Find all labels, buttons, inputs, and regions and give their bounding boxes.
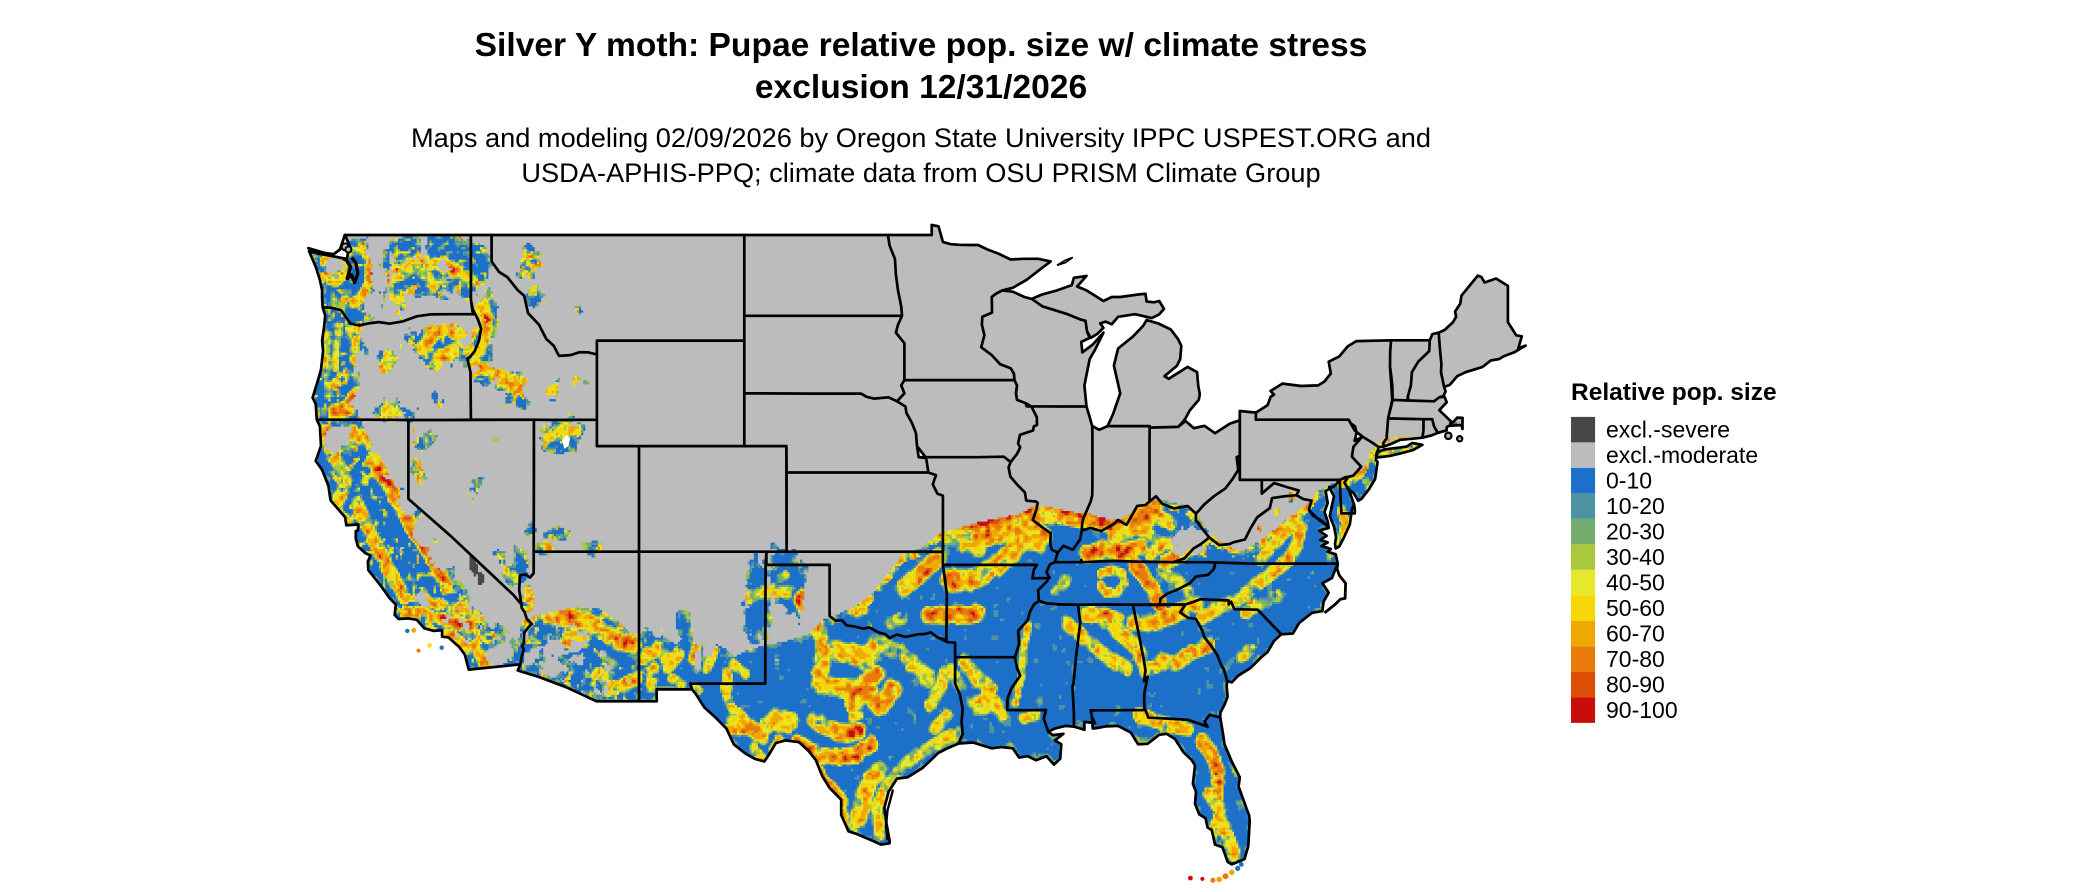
- svg-text:USDA-APHIS-PPQ; climate data f: USDA-APHIS-PPQ; climate data from OSU PR…: [521, 157, 1320, 188]
- svg-text:70-80: 70-80: [1606, 646, 1665, 672]
- svg-text:50-60: 50-60: [1606, 595, 1665, 621]
- svg-text:Relative pop. size: Relative pop. size: [1571, 379, 1777, 406]
- svg-text:60-70: 60-70: [1606, 621, 1665, 647]
- svg-text:exclusion 12/31/2026: exclusion 12/31/2026: [755, 69, 1087, 106]
- svg-text:excl.-severe: excl.-severe: [1606, 417, 1730, 443]
- svg-text:excl.-moderate: excl.-moderate: [1606, 442, 1758, 468]
- svg-text:40-50: 40-50: [1606, 570, 1665, 596]
- svg-text:90-100: 90-100: [1606, 697, 1678, 723]
- svg-text:80-90: 80-90: [1606, 672, 1665, 698]
- svg-text:20-30: 20-30: [1606, 519, 1665, 545]
- svg-text:30-40: 30-40: [1606, 544, 1665, 570]
- svg-text:0-10: 0-10: [1606, 468, 1652, 494]
- svg-text:Maps and modeling 02/09/2026 b: Maps and modeling 02/09/2026 by Oregon S…: [411, 122, 1431, 153]
- svg-text:10-20: 10-20: [1606, 493, 1665, 519]
- svg-text:Silver Y moth: Pupae relative: Silver Y moth: Pupae relative pop. size …: [475, 27, 1368, 64]
